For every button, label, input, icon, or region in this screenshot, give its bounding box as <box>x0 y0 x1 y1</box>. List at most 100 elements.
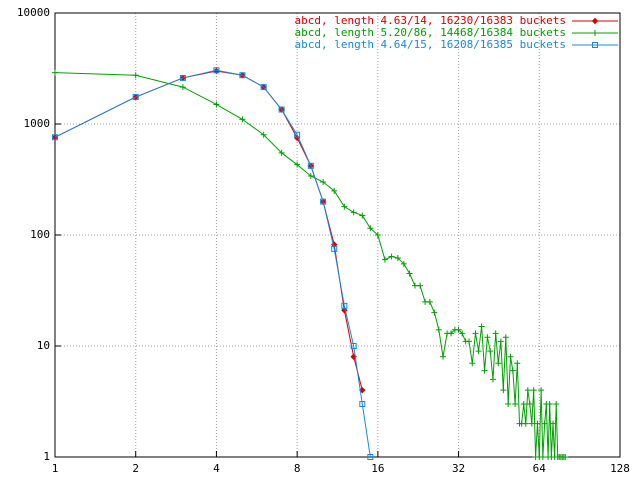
marker <box>592 30 598 36</box>
marker <box>52 69 58 76</box>
marker <box>440 353 447 360</box>
marker <box>509 367 516 374</box>
marker <box>331 245 338 252</box>
marker <box>278 106 285 113</box>
marker <box>505 401 512 408</box>
marker <box>507 353 514 360</box>
y-tick-label: 100 <box>30 228 50 241</box>
y-tick-label: 1000 <box>24 117 51 130</box>
marker <box>524 387 531 394</box>
marker <box>52 134 58 141</box>
marker <box>294 161 301 168</box>
marker <box>455 326 462 333</box>
marker <box>475 348 482 355</box>
series-line <box>54 72 566 458</box>
marker <box>132 94 139 101</box>
y-tick-label: 1 <box>43 450 50 463</box>
marker <box>307 162 314 169</box>
marker <box>278 149 285 156</box>
marker <box>381 256 388 263</box>
marker <box>550 420 557 427</box>
marker <box>484 334 491 341</box>
series-line <box>54 69 371 458</box>
x-tick-label: 32 <box>452 462 465 475</box>
marker <box>417 282 424 289</box>
marker <box>307 173 314 180</box>
legend-label: abcd, length 4.64/15, 16208/16385 bucket… <box>294 38 566 51</box>
x-tick-label: 128 <box>610 462 630 475</box>
marker <box>469 360 476 367</box>
marker <box>528 420 535 427</box>
marker <box>522 420 529 427</box>
legend-label: abcd, length 4.63/14, 16230/16383 bucket… <box>294 14 566 27</box>
marker <box>431 309 438 316</box>
marker <box>406 270 413 277</box>
x-tick-label: 8 <box>294 462 301 475</box>
legend-label: abcd, length 5.20/86, 14468/16384 bucket… <box>294 26 566 39</box>
marker <box>331 187 338 194</box>
marker <box>341 302 348 309</box>
series-line <box>54 70 363 391</box>
marker <box>400 260 407 267</box>
marker <box>359 386 366 394</box>
marker <box>539 454 546 460</box>
x-tick-label: 4 <box>213 462 220 475</box>
marker <box>472 330 479 337</box>
y-tick-label: 10 <box>37 339 50 352</box>
marker <box>179 74 186 81</box>
marker <box>213 101 220 108</box>
marker <box>367 225 374 232</box>
marker <box>492 330 499 337</box>
x-tick-label: 2 <box>132 462 139 475</box>
marker <box>500 387 507 394</box>
marker <box>546 401 553 408</box>
marker <box>530 387 537 394</box>
marker <box>478 323 485 330</box>
marker <box>350 343 357 349</box>
marker <box>426 298 433 305</box>
marker <box>538 387 545 394</box>
marker <box>502 334 509 341</box>
marker <box>359 212 366 219</box>
marker <box>541 420 548 427</box>
marker <box>367 454 374 460</box>
marker <box>132 72 139 79</box>
marker <box>239 116 246 123</box>
x-tick-label: 64 <box>533 462 547 475</box>
marker <box>448 330 455 337</box>
marker <box>553 401 560 408</box>
marker <box>394 255 401 262</box>
marker <box>388 253 395 260</box>
marker <box>435 326 442 333</box>
marker <box>459 330 466 337</box>
marker <box>341 307 348 314</box>
marker <box>320 179 327 186</box>
marker <box>341 203 348 210</box>
marker <box>481 367 488 374</box>
marker <box>359 401 366 408</box>
marker <box>179 84 186 91</box>
marker <box>294 131 301 138</box>
marker <box>374 232 381 238</box>
marker <box>514 360 521 367</box>
marker <box>489 376 496 383</box>
marker <box>520 401 527 408</box>
marker <box>320 198 327 205</box>
marker <box>487 348 494 355</box>
marker <box>592 42 598 48</box>
marker <box>260 131 267 138</box>
marker <box>466 338 473 345</box>
marker <box>350 209 357 216</box>
y-tick-label: 10000 <box>17 6 50 19</box>
marker <box>591 17 599 25</box>
plot-frame <box>54 12 621 458</box>
marker <box>562 454 569 460</box>
marker <box>497 338 504 345</box>
marker <box>239 72 246 79</box>
x-tick-label: 16 <box>371 462 384 475</box>
marker <box>512 401 519 408</box>
x-tick-label: 1 <box>52 462 59 475</box>
marker <box>411 282 418 289</box>
